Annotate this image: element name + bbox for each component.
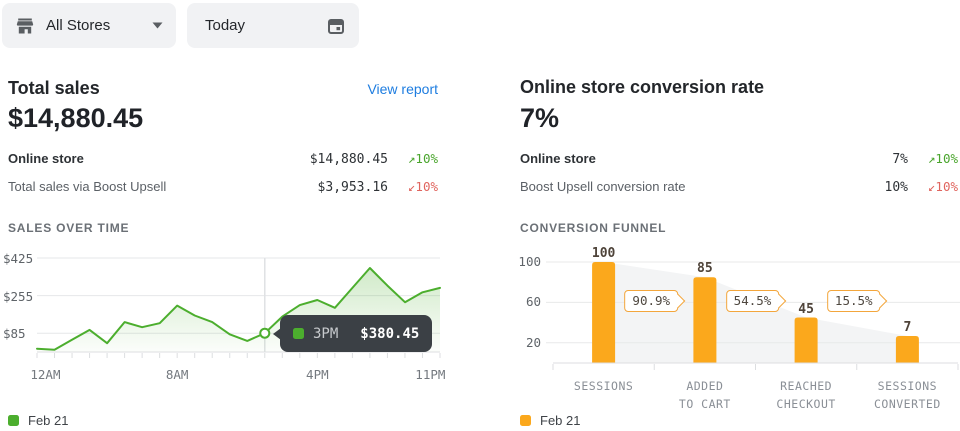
funnel-area xyxy=(603,262,908,363)
metric-value: 10% xyxy=(884,180,908,195)
hover-point xyxy=(259,327,271,339)
store-selector-label: All Stores xyxy=(46,17,111,34)
metric-label: Boost Upsell conversion rate xyxy=(520,179,686,194)
y-axis-label: 100 xyxy=(518,254,541,269)
storefront-icon xyxy=(15,16,35,36)
sales-line xyxy=(36,267,441,351)
x-axis-label: 12AM xyxy=(30,367,61,382)
caret-down-icon xyxy=(152,22,163,29)
view-report: View report xyxy=(238,81,438,99)
metric-row-boost-upsell-conversion: Boost Upsell conversion rate 10% ↙10% xyxy=(520,179,958,195)
legend-label: Feb 21 xyxy=(540,413,581,428)
funnel-bar xyxy=(693,277,717,363)
tooltip-series-swatch xyxy=(293,328,304,339)
funnel-bar xyxy=(592,262,616,363)
total-sales-title: Total sales xyxy=(8,78,100,98)
funnel-bar-value: 7 xyxy=(903,320,912,335)
conversion-rate-value: 7% xyxy=(520,103,560,133)
funnel-bar-value: 45 xyxy=(798,301,814,317)
y-axis-label: $85 xyxy=(3,326,26,342)
calendar-icon xyxy=(326,16,346,36)
x-axis-label: 8AM xyxy=(165,367,189,382)
metric-delta: ↗10% xyxy=(927,151,958,166)
conversion-funnel-heading: CONVERSION FUNNEL xyxy=(520,221,667,235)
conversion-rate-title: Online store conversion rate xyxy=(520,77,765,97)
metric-label: Online store xyxy=(8,151,84,166)
sales-legend: Feb 21 xyxy=(8,413,68,428)
chart-tooltip: 3PM $380.45 xyxy=(272,315,433,352)
view-report-link[interactable]: View report xyxy=(367,81,438,97)
legend-swatch-green xyxy=(8,415,19,426)
metric-delta: ↙10% xyxy=(407,179,438,194)
total-sales-value: $14,880.45 xyxy=(8,103,144,133)
date-selector-label: Today xyxy=(205,17,246,34)
funnel-legend: Feb 21 xyxy=(520,413,580,428)
conversion-rate-tag: 90.9% xyxy=(624,290,679,312)
conversion-rate-tag: 15.5% xyxy=(826,290,881,312)
metric-value: $14,880.45 xyxy=(309,152,388,167)
x-axis-category-label: SESSIONS xyxy=(573,379,634,393)
store-selector-button[interactable]: All Stores xyxy=(2,3,176,48)
y-axis-label: $255 xyxy=(3,288,34,304)
x-axis-category-label: ADDED TO CART xyxy=(678,379,731,411)
metric-label: Total sales via Boost Upsell xyxy=(8,179,167,194)
legend-swatch-orange xyxy=(520,415,531,426)
sales-over-time-heading: SALES OVER TIME xyxy=(8,221,130,235)
metric-delta: ↗10% xyxy=(407,151,438,166)
date-selector-button[interactable]: Today xyxy=(187,3,359,48)
metric-row-online-store-conversion: Online store 7% ↗10% xyxy=(520,151,958,167)
funnel-bar-value: 100 xyxy=(591,246,616,261)
metric-label: Online store xyxy=(520,151,596,166)
y-axis-label: 60 xyxy=(525,294,541,310)
funnel-bar xyxy=(895,336,919,363)
conversion-funnel-chart[interactable] xyxy=(512,252,960,372)
x-axis-category-label: REACHED CHECKOUT xyxy=(776,379,836,411)
x-axis-category-label: SESSIONS CONVERTED xyxy=(873,379,941,411)
legend-label: Feb 21 xyxy=(28,413,69,428)
metric-value: $3,953.16 xyxy=(317,180,388,195)
metric-row-online-store-sales: Online store $14,880.45 ↗10% xyxy=(8,151,438,167)
funnel-bar-value: 85 xyxy=(697,261,713,277)
metric-row-boost-upsell-sales: Total sales via Boost Upsell $3,953.16 ↙… xyxy=(8,179,438,195)
x-axis-label: 11PM xyxy=(415,367,446,382)
metric-delta: ↙10% xyxy=(927,179,958,194)
tooltip-label: 3PM xyxy=(313,325,339,342)
funnel-bar xyxy=(794,317,818,363)
tooltip-value: $380.45 xyxy=(360,325,420,342)
x-axis-label: 4PM xyxy=(306,367,329,382)
metric-value: 7% xyxy=(892,152,908,167)
conversion-rate-tag: 54.5% xyxy=(725,290,780,312)
y-axis-label: 20 xyxy=(525,334,541,350)
y-axis-label: $425 xyxy=(3,251,34,266)
